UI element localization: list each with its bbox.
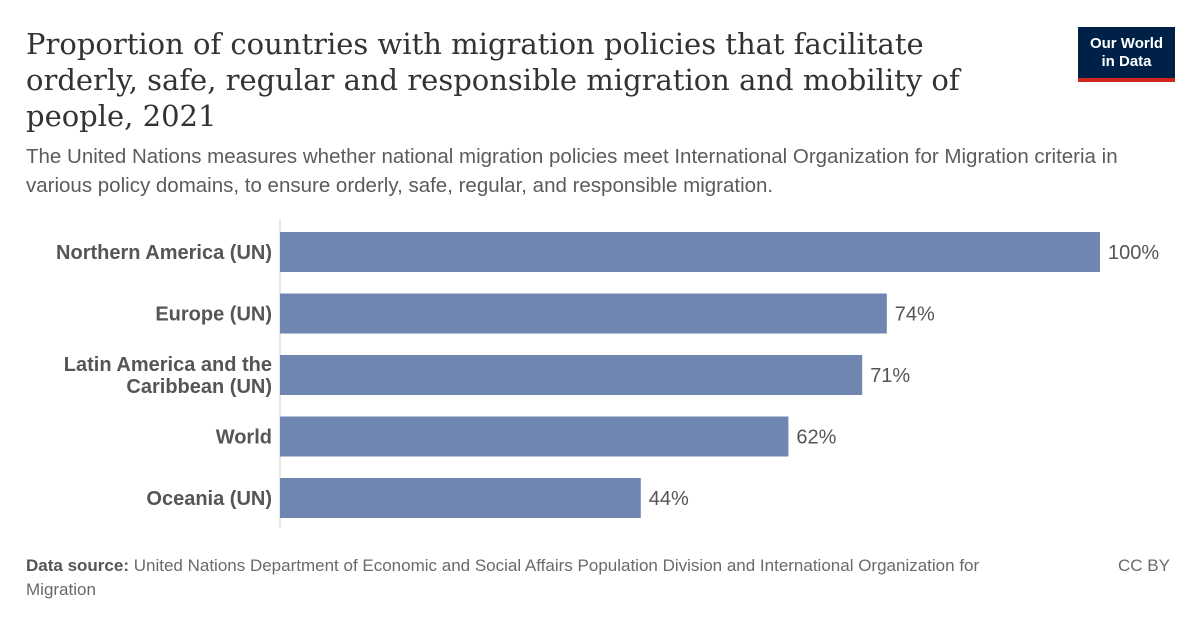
- category-label: Europe (UN): [155, 304, 272, 326]
- logo-line-1: Our World: [1089, 34, 1164, 52]
- category-label-line: World: [216, 427, 272, 449]
- bar[interactable]: [280, 232, 1100, 272]
- category-label-line: Northern America (UN): [56, 242, 272, 264]
- bar[interactable]: [280, 293, 887, 334]
- category-label: Northern America (UN): [56, 242, 272, 264]
- logo-line-2: in Data: [1101, 52, 1152, 70]
- chart-title: Proportion of countries with migration p…: [26, 27, 960, 133]
- owid-logo[interactable]: Our World in Data: [1078, 27, 1175, 82]
- category-label-line: Caribbean (UN): [126, 376, 272, 398]
- category-label: Oceania (UN): [146, 488, 272, 510]
- data-source-label: Data source:: [26, 556, 129, 575]
- license-link[interactable]: CC BY: [1118, 556, 1170, 575]
- data-source: Data source: United Nations Department o…: [26, 554, 1046, 602]
- bar[interactable]: [280, 478, 641, 518]
- value-label: 74%: [895, 304, 935, 326]
- category-label-line: Europe (UN): [155, 304, 272, 326]
- value-label: 62%: [796, 427, 836, 449]
- bar[interactable]: [280, 416, 789, 457]
- data-source-text: United Nations Department of Economic an…: [26, 556, 980, 599]
- value-label: 71%: [870, 365, 910, 387]
- category-label: World: [216, 427, 272, 449]
- category-label-line: Oceania (UN): [146, 488, 272, 510]
- value-label: 44%: [649, 488, 689, 510]
- bars-layer: Northern America (UN) 100% Europe (UN) 74% L…: [56, 220, 1159, 528]
- bar-chart: Northern America (UN) 100% Europe (UN) 74% L…: [56, 220, 1159, 528]
- bar[interactable]: [280, 355, 863, 395]
- category-label: Latin America and the Caribbean (UN): [64, 354, 272, 398]
- chart-subtitle: The United Nations measures whether nati…: [26, 145, 1118, 197]
- value-label: 100%: [1108, 242, 1159, 264]
- category-label-line: Latin America and the: [64, 354, 272, 376]
